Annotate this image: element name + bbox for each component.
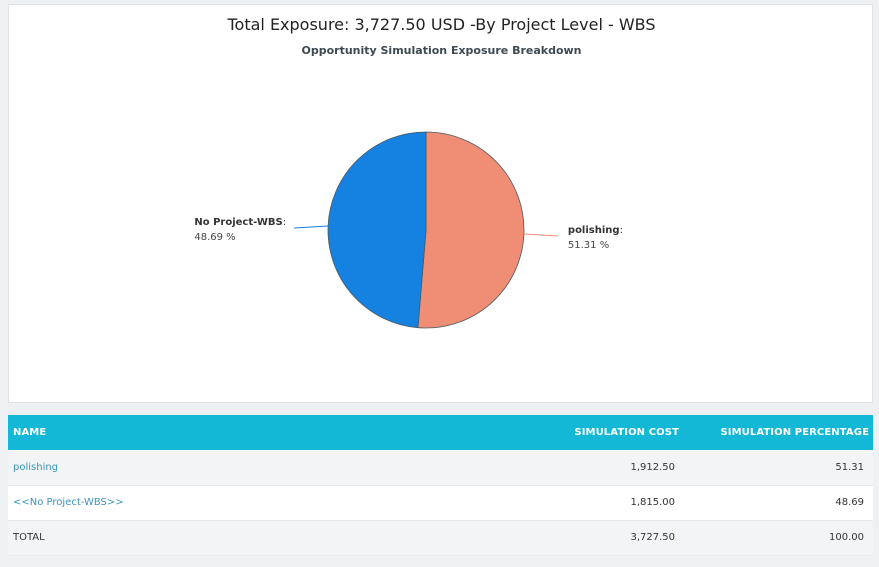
- column-header-simulation-cost[interactable]: SIMULATION COST: [574, 427, 679, 438]
- chart-subtitle: Opportunity Simulation Exposure Breakdow…: [301, 44, 582, 57]
- pie-connector-line: [294, 225, 329, 229]
- row-name-cell: polishing: [8, 450, 538, 486]
- column-header-simulation-percentage[interactable]: SIMULATION PERCENTAGE: [720, 427, 869, 438]
- pie-chart: polishing: 51.31 % No Project-WBS: 48.69 %: [194, 131, 623, 329]
- row-name-link[interactable]: <<No Project-WBS>>: [13, 497, 124, 508]
- pie-slice-polishing[interactable]: [417, 131, 525, 329]
- row-percentage-cell: 51.31: [683, 450, 873, 486]
- row-name-cell: <<No Project-WBS>>: [8, 485, 538, 521]
- total-cost-cell: 3,727.50: [538, 520, 683, 556]
- pie-label-name: polishing:: [568, 225, 623, 236]
- pie-label-percentage: 51.31 %: [568, 240, 609, 251]
- total-percentage-cell: 100.00: [683, 520, 873, 556]
- chart-title: Total Exposure: 3,727.50 USD -By Project…: [227, 15, 656, 34]
- pie-connector-line: [523, 233, 558, 237]
- table-row: <<No Project-WBS>> 1,815.00 48.69: [8, 485, 873, 521]
- pie-slice-no-project-wbs[interactable]: [327, 131, 427, 329]
- chart-panel: Total Exposure: 3,727.50 USD -By Project…: [8, 4, 873, 403]
- table-total-row: TOTAL 3,727.50 100.00: [8, 520, 873, 556]
- row-cost-cell: 1,912.50: [538, 450, 683, 486]
- table-header-row: NAME SIMULATION COST SIMULATION PERCENTA…: [8, 415, 873, 450]
- row-percentage-cell: 48.69: [683, 485, 873, 521]
- total-label: TOTAL: [8, 520, 538, 556]
- pie-label-percentage: 48.69 %: [194, 232, 235, 243]
- exposure-table-wrap: NAME SIMULATION COST SIMULATION PERCENTA…: [8, 415, 873, 556]
- exposure-table: NAME SIMULATION COST SIMULATION PERCENTA…: [8, 415, 873, 556]
- table-row: polishing 1,912.50 51.31: [8, 450, 873, 486]
- pie-label-name: No Project-WBS:: [194, 217, 286, 228]
- column-header-name[interactable]: NAME: [13, 427, 47, 438]
- row-name-link[interactable]: polishing: [13, 461, 59, 473]
- row-cost-cell: 1,815.00: [538, 485, 683, 521]
